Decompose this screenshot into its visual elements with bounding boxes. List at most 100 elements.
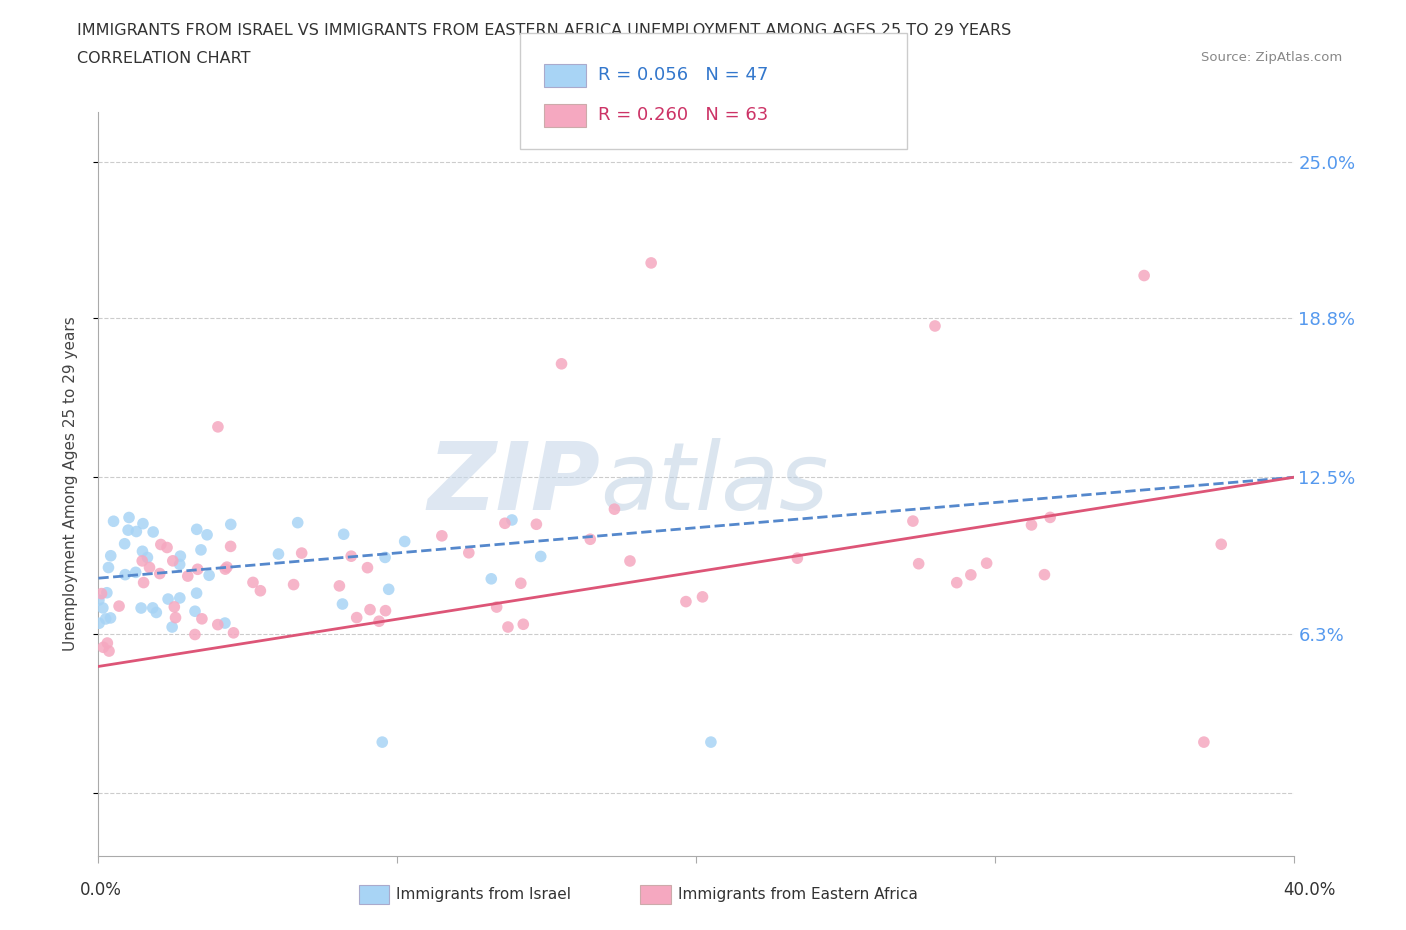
Point [530,549,553,564]
Point [138,560,160,575]
Point [131,544,153,559]
Point [377,582,399,597]
Text: ZIP: ZIP [427,438,600,529]
Point [579,532,602,547]
Point [242,575,264,590]
Point [512,617,534,631]
Point [177,568,200,583]
Point [340,549,363,564]
Point [97,560,120,575]
Point [131,553,153,568]
Point [287,515,309,530]
Point [184,627,207,642]
Point [1039,510,1062,525]
Point [1021,517,1043,532]
Point [267,547,290,562]
Point [332,596,354,611]
Point [94,612,117,627]
Point [156,540,179,555]
Text: CORRELATION CHART: CORRELATION CHART [77,51,250,66]
Point [96,585,118,600]
Point [165,610,187,625]
Point [163,600,186,615]
Point [219,539,242,554]
Point [219,517,242,532]
Point [96,635,118,650]
Point [195,527,218,542]
Point [786,551,808,565]
Point [198,568,221,583]
Point [100,549,122,564]
Point [291,546,314,561]
Point [509,576,531,591]
Point [960,567,983,582]
Text: Immigrants from Eastern Africa: Immigrants from Eastern Africa [678,887,918,902]
Point [924,319,946,334]
Point [945,576,967,591]
Point [145,605,167,620]
Point [124,565,146,579]
Point [142,601,165,616]
Point [142,525,165,539]
Point [160,619,183,634]
Point [169,591,191,605]
Point [118,510,141,525]
Point [108,599,131,614]
Point [675,594,697,609]
Point [901,513,924,528]
Y-axis label: Unemployment Among Ages 25 to 29 years: Unemployment Among Ages 25 to 29 years [63,316,77,651]
Point [1211,537,1233,551]
Text: R = 0.056   N = 47: R = 0.056 N = 47 [598,66,768,85]
Point [162,553,184,568]
Point [976,556,998,571]
Point [359,603,381,618]
Text: atlas: atlas [600,438,828,529]
Point [114,537,136,551]
Text: Source: ZipAtlas.com: Source: ZipAtlas.com [1202,51,1343,64]
Point [1033,567,1056,582]
Point [215,560,238,575]
Point [430,528,453,543]
Point [374,550,396,565]
Point [249,583,271,598]
Point [479,571,502,586]
Point [207,618,229,632]
Point [186,522,208,537]
Point [374,604,396,618]
Point [87,592,110,607]
Point [157,591,180,606]
Point [100,610,122,625]
Point [191,611,214,626]
Point [98,644,121,658]
Point [103,513,125,528]
Point [494,516,516,531]
Point [346,610,368,625]
Point [550,356,572,371]
Point [129,601,152,616]
Point [332,526,354,541]
Point [125,525,148,539]
Point [117,523,139,538]
Point [283,578,305,592]
Point [132,575,155,590]
Text: R = 0.260   N = 63: R = 0.260 N = 63 [598,106,768,125]
Point [524,517,547,532]
Point [184,604,207,618]
Point [1133,268,1156,283]
Point [214,562,236,577]
Point [619,553,641,568]
Point [114,567,136,582]
Point [700,735,723,750]
Point [371,735,394,750]
Point [169,557,191,572]
Text: 0.0%: 0.0% [80,881,122,898]
Point [1192,735,1215,750]
Point [132,516,155,531]
Point [91,601,114,616]
Point [368,614,391,629]
Point [169,549,191,564]
Point [186,586,208,601]
Point [214,616,236,631]
Point [640,256,662,271]
Point [149,566,172,581]
